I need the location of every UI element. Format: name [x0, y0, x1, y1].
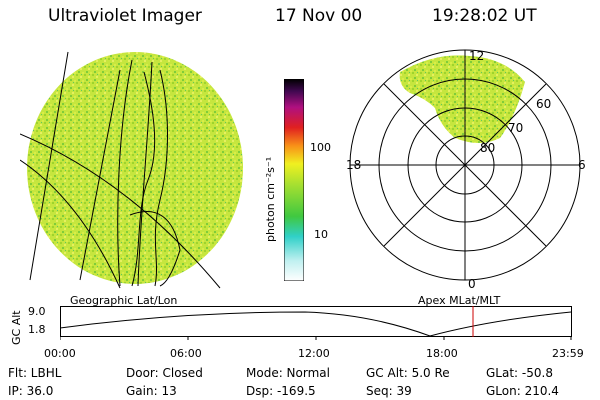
altitude-curve	[60, 311, 572, 337]
colorbar-unit-label: photon cm⁻²s⁻¹	[264, 156, 277, 242]
colorbar-tick-100: 100	[310, 141, 331, 154]
coastline-overlay	[20, 51, 221, 289]
polar-grid	[349, 49, 581, 281]
mlt-label-12: 12	[469, 49, 484, 63]
geographic-disk-image	[20, 51, 243, 289]
sequence-value: Seq: 39	[366, 384, 412, 398]
gc-altitude-value: GC Alt: 5.0 Re	[366, 366, 450, 380]
gain-value: Gain: 13	[126, 384, 177, 398]
time-tick-0000: 00:00	[44, 347, 76, 360]
geographic-panel-label: Geographic Lat/Lon	[70, 294, 178, 307]
mlt-label-6: 6	[578, 158, 586, 172]
mlt-label-0: 0	[468, 277, 476, 291]
time-tick-2359: 23:59	[552, 347, 584, 360]
polar-mlat-mlt-plot: 12 18 6 0 60 70 80	[346, 49, 586, 291]
time-tick-0600: 06:00	[170, 347, 202, 360]
time-ticks	[60, 337, 572, 340]
mlt-label-18: 18	[346, 158, 361, 172]
mlat-label-80: 80	[480, 141, 495, 155]
observation-time: 19:28:02 UT	[432, 6, 537, 26]
door-status: Door: Closed	[126, 366, 203, 380]
time-tick-1800: 18:00	[426, 347, 458, 360]
altitude-axis-title: GC Alt	[10, 310, 23, 345]
observation-date: 17 Nov 00	[275, 6, 363, 26]
colorbar-tick-10: 10	[314, 228, 328, 241]
altitude-tick-1-8: 1.8	[28, 323, 46, 336]
mlat-label-60: 60	[536, 97, 551, 111]
disk-emission	[27, 52, 243, 284]
altitude-tick-9: 9.0	[28, 305, 46, 318]
mlat-label-70: 70	[508, 121, 523, 135]
color-scale-bar	[284, 79, 304, 281]
time-tick-1200: 12:00	[298, 347, 330, 360]
instrument-title: Ultraviolet Imager	[48, 6, 202, 26]
filter-value: Flt: LBHL	[8, 366, 62, 380]
ip-value: IP: 36.0	[8, 384, 54, 398]
dsp-value: Dsp: -169.5	[246, 384, 316, 398]
apex-panel-label: Apex MLat/MLT	[418, 294, 501, 307]
altitude-timeline-plot	[60, 306, 572, 340]
glon-value: GLon: 210.4	[486, 384, 559, 398]
glat-value: GLat: -50.8	[486, 366, 553, 380]
mode-value: Mode: Normal	[246, 366, 330, 380]
